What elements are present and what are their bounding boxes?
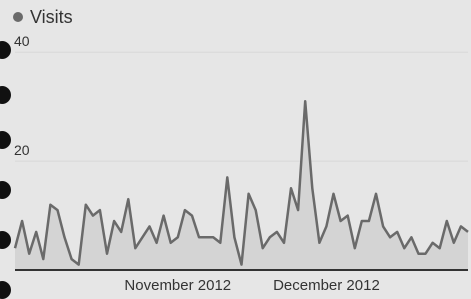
legend-label: Visits [30,7,73,27]
chart: Visits 20 40 November 2012 December 2012 [0,0,471,299]
legend-marker [13,12,23,22]
page: Visits2040November 2012December 2012 (()… [0,0,471,299]
y-tick-label: 40 [14,33,30,49]
y-tick-label: 20 [14,142,30,158]
x-tick-label: December 2012 [273,277,380,294]
x-tick-label: November 2012 [124,277,231,294]
